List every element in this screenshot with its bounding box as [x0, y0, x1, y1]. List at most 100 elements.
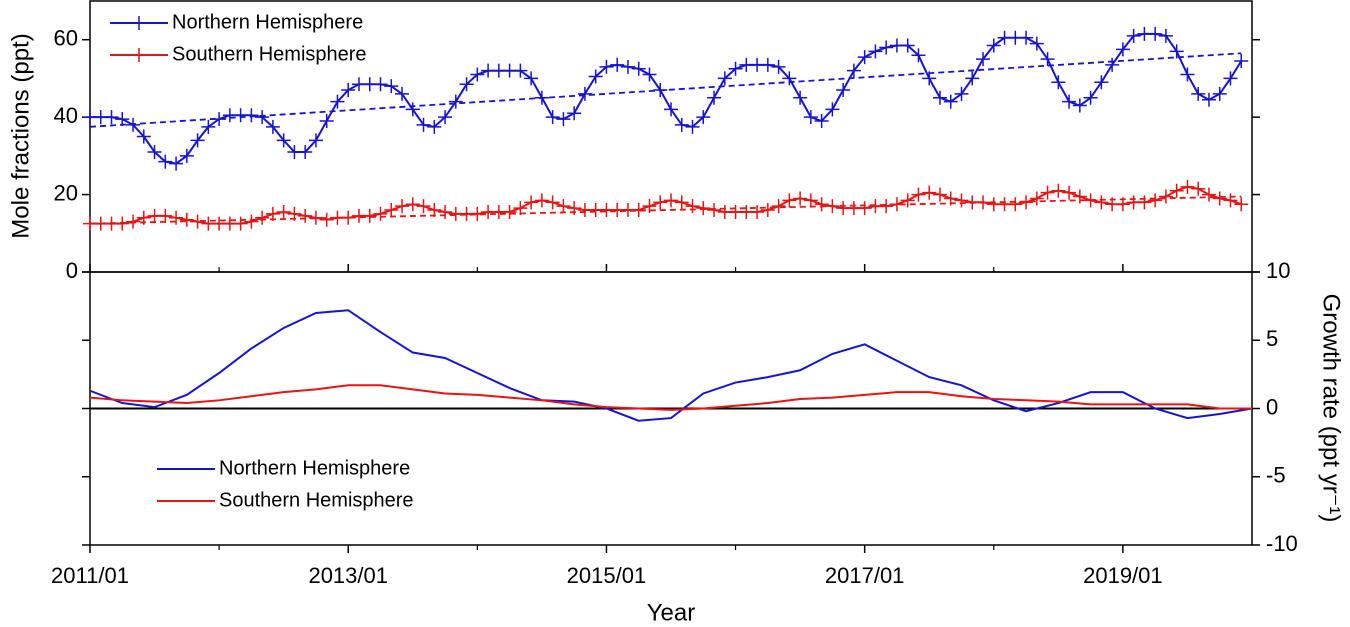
marker [825, 102, 840, 117]
marker [470, 67, 485, 82]
marker [1062, 94, 1077, 109]
marker [653, 195, 668, 210]
marker [438, 110, 453, 125]
marker [169, 210, 184, 225]
marker [1212, 191, 1227, 206]
marker [1169, 183, 1184, 198]
y2-tick-label: -10 [1266, 531, 1298, 556]
marker [879, 199, 894, 214]
marker [1148, 193, 1163, 208]
marker [1234, 54, 1249, 69]
marker [1201, 92, 1216, 107]
marker [1191, 181, 1206, 196]
marker [965, 71, 980, 86]
marker [265, 206, 280, 221]
marker [395, 199, 410, 214]
marker [911, 187, 926, 202]
marker [212, 112, 227, 127]
marker [814, 197, 829, 212]
marker [545, 110, 560, 125]
marker [1094, 195, 1109, 210]
legend-label: Northern Hemisphere [219, 457, 410, 479]
marker [932, 90, 947, 105]
marker [567, 201, 582, 216]
marker [674, 195, 689, 210]
marker [201, 119, 216, 134]
marker [244, 108, 259, 123]
marker [524, 71, 539, 86]
marker [1180, 179, 1195, 194]
marker [911, 48, 926, 63]
marker [330, 94, 345, 109]
marker [126, 117, 141, 132]
marker [814, 114, 829, 129]
x-tick-label: 2019/01 [1083, 563, 1163, 588]
marker [104, 110, 119, 125]
marker [588, 69, 603, 84]
y2-tick-label: 10 [1266, 258, 1290, 283]
marker [427, 119, 442, 134]
marker [760, 57, 775, 72]
marker [1040, 52, 1055, 67]
marker [169, 156, 184, 171]
marker [126, 214, 141, 229]
x-axis-title: Year [647, 599, 696, 626]
marker [610, 57, 625, 72]
marker [771, 59, 786, 74]
marker [943, 191, 958, 206]
marker [1201, 187, 1216, 202]
marker [954, 86, 969, 101]
marker [1029, 191, 1044, 206]
marker [276, 204, 291, 219]
marker [470, 206, 485, 221]
marker [115, 112, 130, 127]
marker [707, 203, 722, 218]
marker [524, 195, 539, 210]
marker [115, 216, 130, 231]
marker [846, 63, 861, 78]
marker [373, 77, 388, 92]
y2-tick-label: 0 [1266, 394, 1278, 419]
y-tick-label: 60 [54, 26, 78, 51]
marker [255, 210, 270, 225]
marker [1212, 86, 1227, 101]
marker [620, 59, 635, 74]
marker [438, 204, 453, 219]
marker [771, 199, 786, 214]
marker [556, 199, 571, 214]
marker [577, 86, 592, 101]
trend-line [89, 52, 1242, 128]
series-line [89, 384, 1252, 411]
marker [707, 90, 722, 105]
marker [1115, 197, 1130, 212]
y-axis-title: Mole fractions (ppt) [7, 33, 34, 238]
marker [158, 154, 173, 169]
marker [717, 71, 732, 86]
marker [803, 110, 818, 125]
marker [803, 193, 818, 208]
marker [298, 208, 313, 223]
marker [1051, 183, 1066, 198]
x-tick-label: 2013/01 [308, 563, 388, 588]
y-tick-label: 20 [54, 180, 78, 205]
marker [534, 90, 549, 105]
marker [922, 185, 937, 200]
marker [1223, 71, 1238, 86]
x-tick-label: 2015/01 [567, 563, 647, 588]
marker [255, 110, 270, 125]
marker [1072, 98, 1087, 113]
marker [416, 199, 431, 214]
marker [341, 210, 356, 225]
marker [1169, 44, 1184, 59]
marker [664, 193, 678, 208]
marker [1029, 36, 1044, 51]
top-frame [89, 0, 1253, 273]
marker [287, 206, 302, 221]
marker [642, 199, 657, 214]
legend-label: Southern Hemisphere [172, 43, 367, 65]
marker [728, 61, 743, 76]
marker [1137, 195, 1152, 210]
marker [136, 129, 151, 144]
series-line [89, 309, 1253, 422]
